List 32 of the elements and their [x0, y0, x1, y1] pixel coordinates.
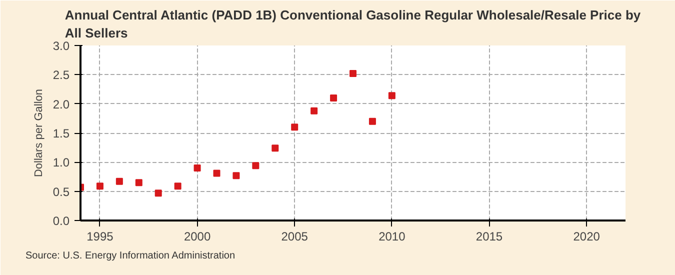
y-tick-label: 2.0	[52, 97, 70, 112]
point	[310, 107, 318, 114]
y-axis-title: Dollars per Gallon	[32, 88, 45, 178]
x-tick-label: 2000	[184, 230, 211, 244]
chart-title: Annual Central Atlantic (PADD 1B) Conventional Gasoline Regular Wholesale/Resale Price by All Sellers	[64, 8, 642, 40]
y-tick-label: 1.0	[52, 156, 70, 170]
x-tick-label: 2020	[573, 230, 600, 244]
point	[213, 170, 220, 177]
point	[135, 179, 142, 186]
point	[368, 118, 376, 125]
y-tick-label: 3.0	[52, 39, 70, 53]
x-tick-label: 1995	[86, 230, 114, 244]
point	[330, 94, 338, 102]
point	[96, 182, 104, 190]
x-tick-label: 2005	[281, 230, 308, 244]
y-tick-label: 0.5	[52, 184, 70, 199]
y-tick-label: 1.5	[52, 126, 70, 140]
y-tick-label: 2.5	[52, 68, 70, 82]
point	[174, 182, 182, 190]
point	[232, 172, 240, 180]
point	[272, 144, 279, 152]
point	[116, 178, 123, 185]
point	[350, 70, 356, 77]
y-tick-label: 0.0	[52, 214, 70, 228]
source-note: Source: U.S. Energy Information Administration	[26, 250, 236, 262]
x-tick-label: 2010	[378, 230, 406, 244]
x-tick-label: 2015	[476, 230, 503, 244]
point	[252, 162, 260, 170]
point	[154, 190, 162, 197]
point	[194, 164, 201, 172]
point	[388, 92, 396, 100]
point	[291, 124, 298, 131]
